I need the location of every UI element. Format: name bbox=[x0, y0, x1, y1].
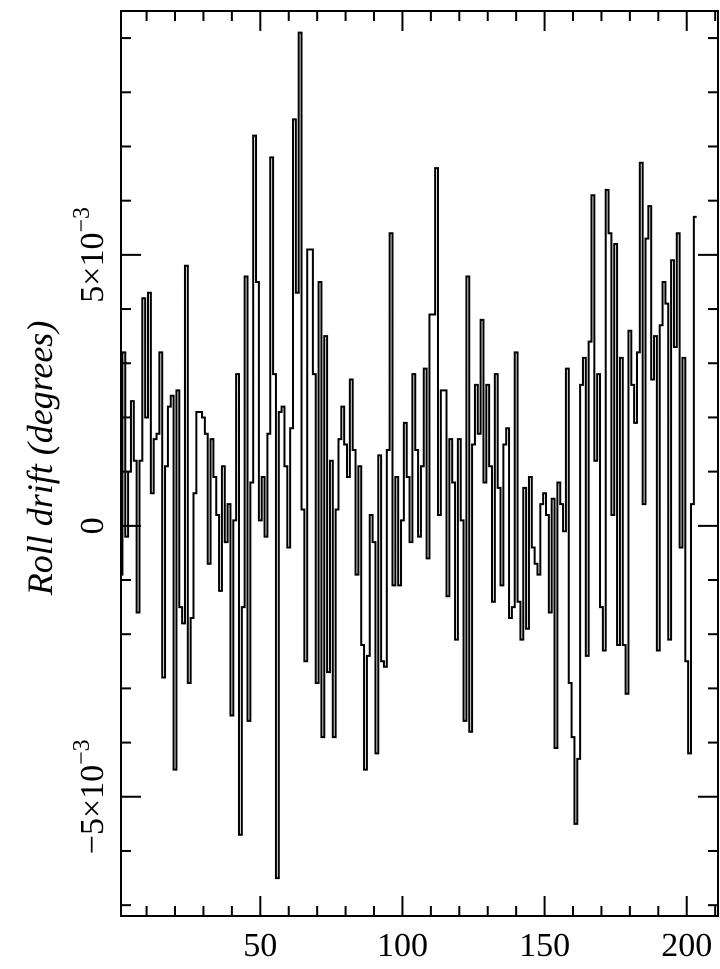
x-tick-label: 50 bbox=[243, 927, 277, 964]
y-tick-label: −5×10−3 bbox=[69, 739, 111, 854]
y-tick-labels: −5×10−3 0 5×10−3 bbox=[69, 207, 111, 854]
x-tick-label: 100 bbox=[377, 927, 428, 964]
roll-drift-series-line bbox=[121, 31, 697, 880]
y-axis-label: Roll drift (degrees) bbox=[20, 321, 60, 597]
x-tick-label: 200 bbox=[661, 927, 712, 964]
y-tick-label: 5×10−3 bbox=[69, 207, 111, 303]
x-tick-labels: 50 100 150 200 bbox=[243, 927, 712, 964]
y-tick-label: 0 bbox=[74, 517, 111, 534]
x-tick-label: 150 bbox=[519, 927, 570, 964]
plot-frame bbox=[120, 10, 719, 917]
